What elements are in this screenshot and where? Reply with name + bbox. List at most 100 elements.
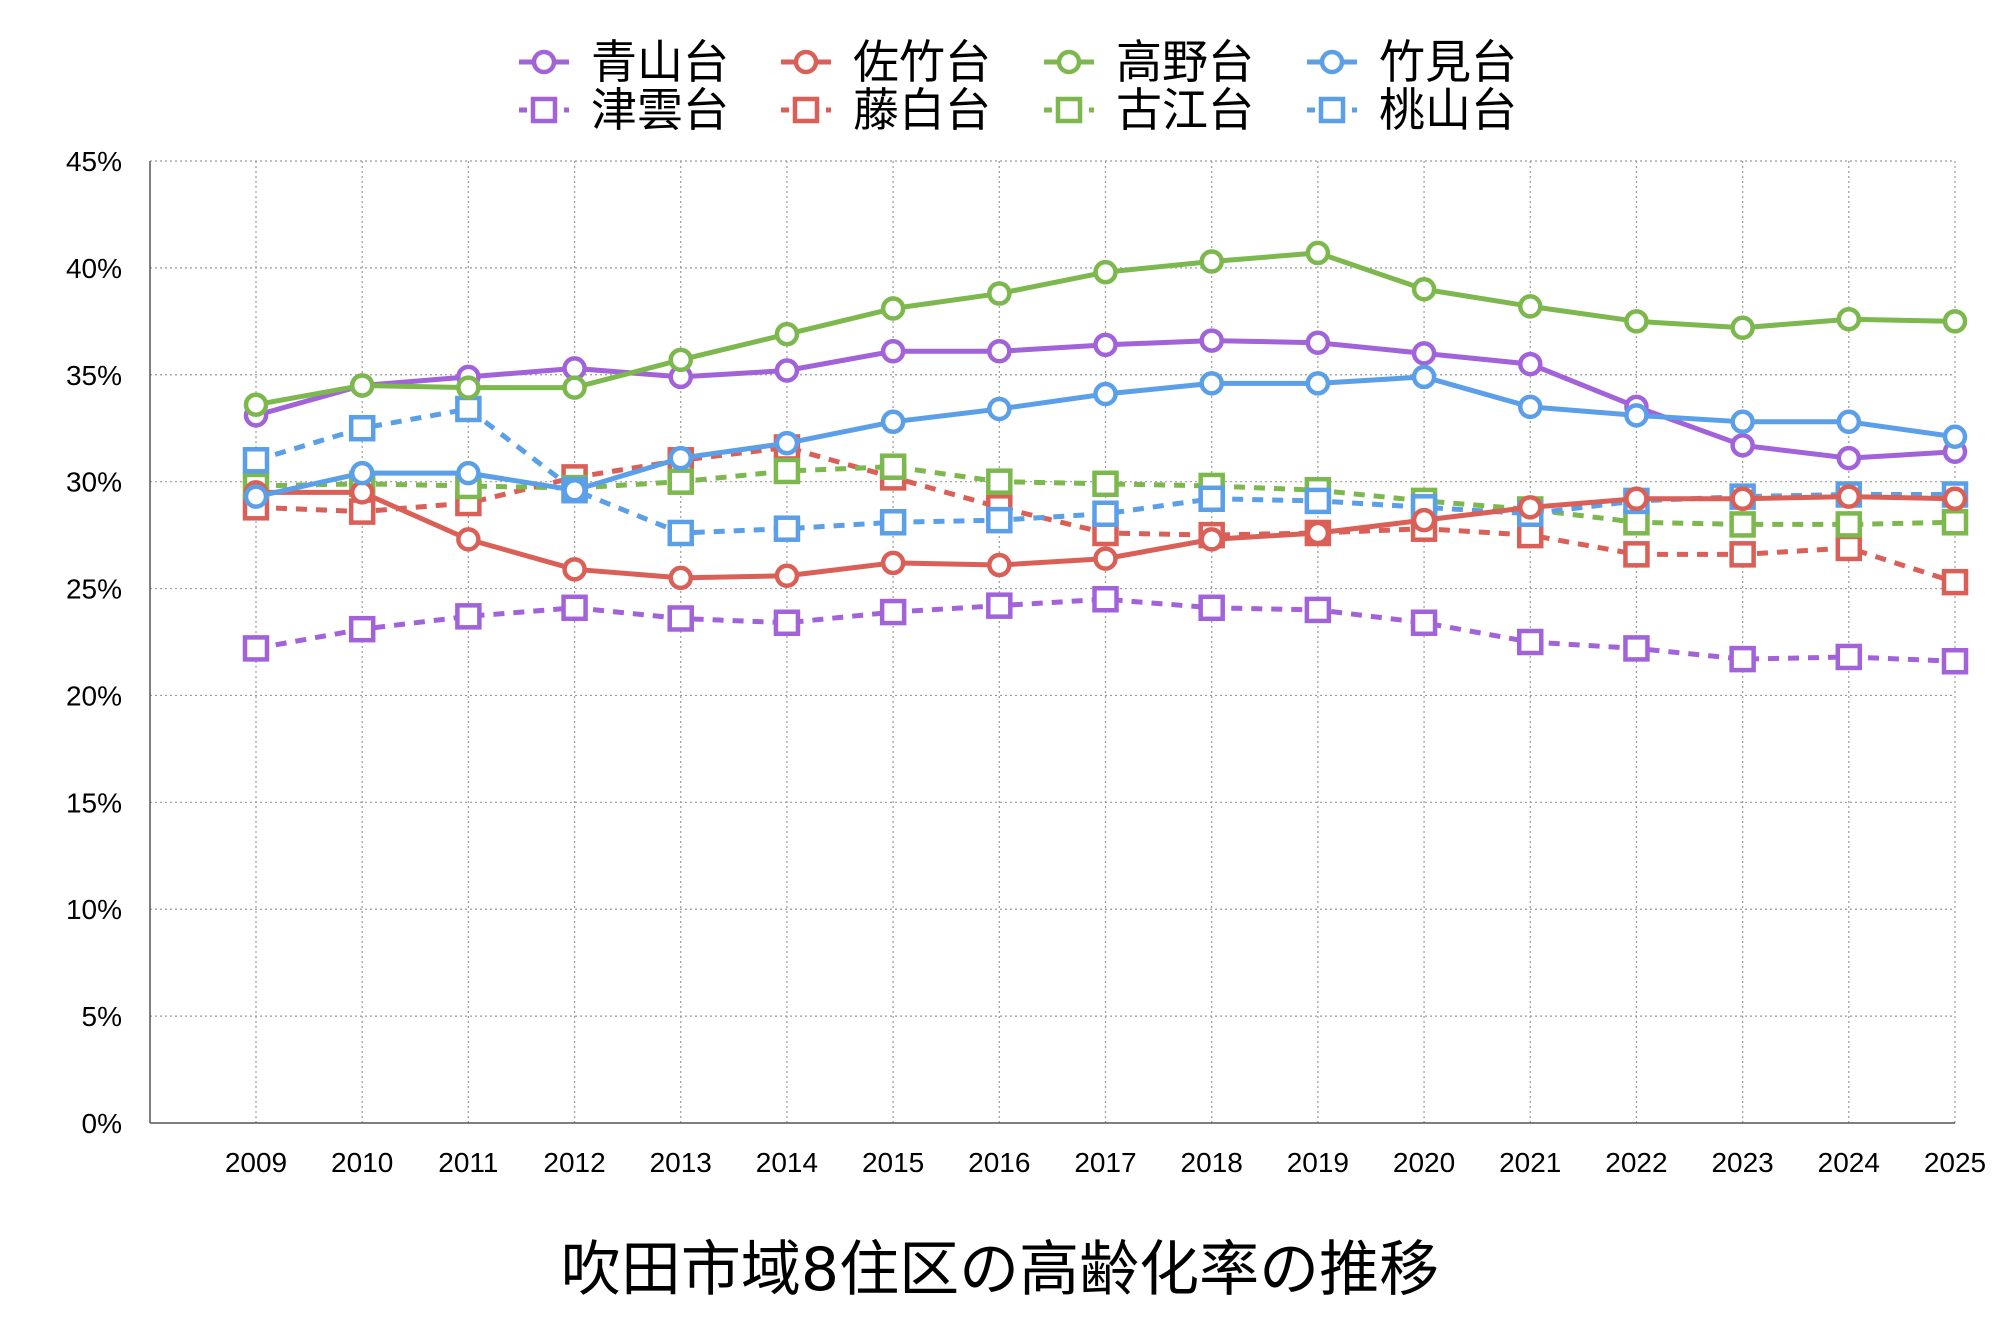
data-point (1624, 403, 1649, 428)
data-point (1730, 486, 1755, 512)
data-point (1836, 445, 1862, 471)
legend-label: 藤白台 (853, 83, 991, 137)
data-point (1836, 484, 1862, 509)
data-point (455, 603, 482, 630)
data-point (987, 552, 1012, 578)
data-point (243, 392, 269, 417)
chart-title: 吹田市域8住区の高齢化率の推移 (561, 1235, 1439, 1305)
data-point (562, 477, 587, 503)
x-tick-label: 2012 (543, 1147, 605, 1178)
data-point (1942, 486, 1968, 512)
y-tick-label: 40% (66, 253, 122, 284)
data-point (243, 484, 269, 509)
data-point (562, 375, 587, 400)
data-point (774, 563, 800, 588)
data-point (1517, 521, 1544, 549)
data-point (774, 358, 800, 383)
data-point (1518, 495, 1543, 520)
data-point (1729, 645, 1756, 673)
legend-marker (1056, 49, 1082, 75)
legend-marker (1319, 49, 1345, 75)
legend-marker (1055, 96, 1083, 124)
data-point (1941, 509, 1969, 536)
x-tick-label: 2019 (1287, 1147, 1349, 1178)
data-point (456, 375, 481, 400)
x-tick-label: 2011 (438, 1147, 498, 1178)
data-point (1411, 277, 1437, 302)
axes (149, 161, 1955, 1124)
y-tick-label: 35% (66, 360, 122, 391)
data-point (1093, 546, 1118, 571)
data-point (1517, 628, 1544, 656)
x-tick-label: 2015 (862, 1147, 924, 1178)
data-point (986, 592, 1013, 619)
data-point (456, 460, 481, 486)
legend-label: 青山台 (591, 35, 729, 89)
x-tick-label: 2017 (1074, 1147, 1136, 1178)
data-point (880, 339, 906, 364)
legend-item: 藤白台 (781, 83, 991, 137)
data-point (1518, 294, 1543, 319)
data-point (349, 373, 375, 398)
data-point (880, 550, 906, 576)
data-point (562, 557, 587, 582)
y-tick-labels: 0% 5% 10% 15% 20% 25% 30% 35% 40% 45% (66, 146, 122, 1139)
series-line (255, 596, 1956, 664)
y-tick-label: 5% (82, 1001, 122, 1032)
data-point (1198, 594, 1225, 622)
data-point (774, 321, 800, 347)
data-point (1942, 309, 1968, 334)
data-point (242, 447, 270, 474)
data-point (773, 515, 801, 542)
data-point (987, 339, 1012, 364)
data-point (1623, 541, 1650, 568)
data-point (1305, 520, 1331, 546)
series-2 (243, 480, 1968, 591)
data-point (1730, 433, 1755, 458)
series-4 (243, 364, 1968, 509)
legend-label: 古江台 (1116, 83, 1254, 137)
data-point (773, 457, 801, 485)
data-point (667, 605, 694, 632)
legend-item: 古江台 (1044, 83, 1254, 137)
y-tick-label: 30% (66, 467, 122, 498)
data-point (987, 396, 1012, 422)
data-point (1199, 371, 1224, 396)
data-point (880, 409, 906, 435)
data-point (1199, 527, 1224, 552)
y-tick-label: 25% (66, 574, 122, 605)
data-point (1942, 424, 1968, 450)
data-point (1199, 328, 1224, 353)
data-point (1093, 381, 1118, 407)
data-point (1623, 509, 1650, 536)
data-point (1092, 585, 1119, 613)
data-point (348, 414, 376, 442)
data-point (242, 635, 270, 662)
series-5 (242, 585, 1969, 675)
data-point (879, 453, 907, 480)
data-point (1729, 541, 1756, 568)
data-point (455, 395, 482, 423)
legend-item: 佐竹台 (781, 35, 991, 89)
y-tick-label: 15% (66, 787, 122, 818)
legend-label: 高野台 (1116, 35, 1254, 89)
data-point (879, 509, 907, 536)
y-tick-label: 10% (66, 894, 122, 925)
grid-lines (150, 160, 1956, 1123)
legend-item: 竹見台 (1307, 35, 1517, 89)
legend-item: 青山台 (519, 35, 729, 89)
data-point (1305, 371, 1331, 396)
data-point (986, 468, 1013, 495)
data-point (880, 296, 906, 321)
data-point (1941, 647, 1969, 675)
data-point (1730, 315, 1755, 340)
legend-item: 高野台 (1044, 35, 1254, 89)
data-point (1518, 394, 1543, 420)
legend-marker (792, 96, 820, 124)
data-point (561, 594, 588, 622)
series-3 (243, 240, 1968, 417)
legend-item: 桃山台 (1307, 83, 1517, 137)
data-point (1836, 409, 1862, 435)
x-tick-label: 2020 (1393, 1147, 1455, 1178)
